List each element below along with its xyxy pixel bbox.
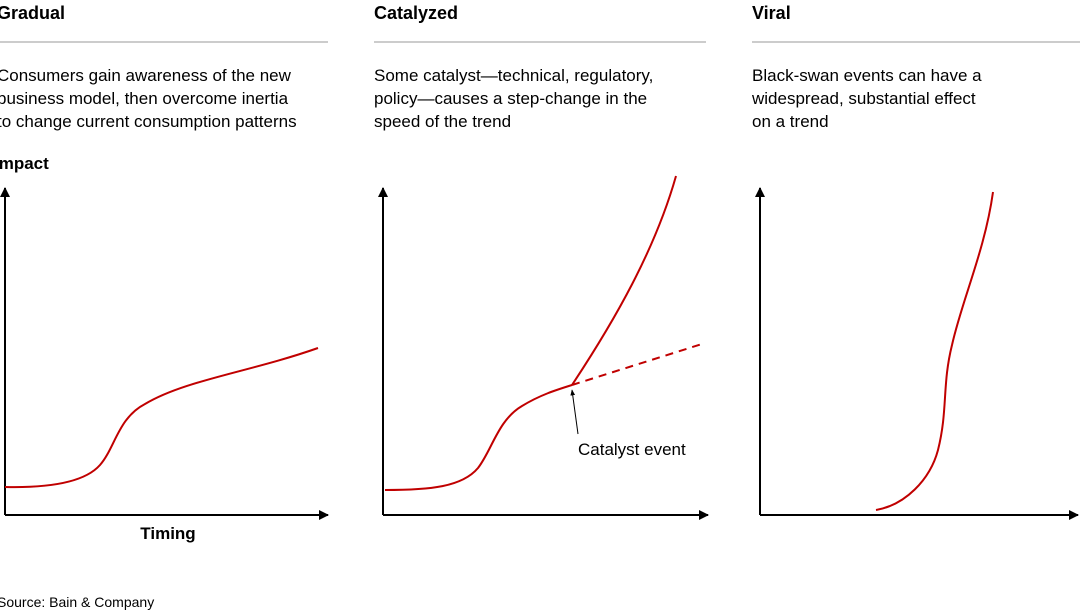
annotation-arrow xyxy=(570,389,579,435)
source: Source: Bain & Company xyxy=(0,594,154,610)
description: business model, then overcome inertia xyxy=(0,89,289,108)
curve xyxy=(4,347,319,489)
description: widespread, substantial effect xyxy=(751,89,976,108)
description: Some catalyst—technical, regulatory, xyxy=(374,66,653,85)
description: Black-swan events can have a xyxy=(752,66,982,85)
annotation: Catalyst event xyxy=(578,440,686,459)
description: to change current consumption patterns xyxy=(0,112,297,131)
description: Consumers gain awareness of the new xyxy=(0,66,292,85)
description: on a trend xyxy=(752,112,829,131)
x-axis-label: Timing xyxy=(140,524,195,543)
y-axis-label: Impact xyxy=(0,154,49,173)
baseline-trend xyxy=(571,343,703,386)
description: policy—causes a step-change in the xyxy=(374,89,647,108)
description: speed of the trend xyxy=(374,112,511,131)
curve xyxy=(875,191,994,511)
panel-title: Catalyzed xyxy=(374,3,458,23)
catalyzed-curve xyxy=(571,175,677,386)
curve xyxy=(384,384,573,491)
panel-title: Gradual xyxy=(0,3,65,23)
panel-title: Viral xyxy=(752,3,791,23)
